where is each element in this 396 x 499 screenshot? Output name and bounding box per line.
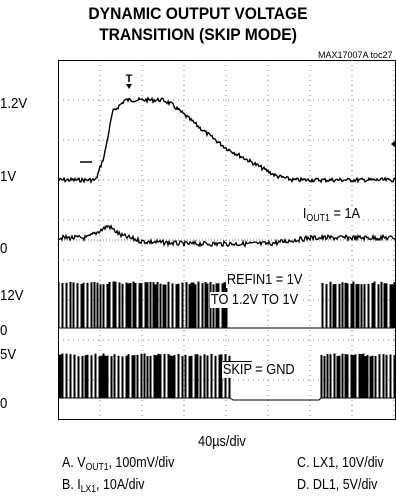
scope-plot-area: T	[58, 60, 396, 420]
trace-c-lx1	[58, 281, 396, 329]
annotation-refin-line2: TO 1.2V TO 1V	[210, 292, 300, 308]
trace-d-dl1	[58, 353, 396, 401]
right-arrow-icon	[391, 140, 396, 148]
scope-svg: T	[58, 60, 396, 420]
x-axis-timebase: 40µs/div	[198, 434, 246, 450]
ytick-label-3: 0	[0, 240, 8, 257]
ytick-label-7: 0	[0, 395, 8, 412]
ytick-label-4: 12V	[0, 287, 24, 304]
trace-b-ilx1	[58, 223, 396, 248]
ytick-label-5: 0	[0, 322, 8, 339]
marker-layer: T	[80, 73, 396, 163]
title-line-1: DYNAMIC OUTPUT VOLTAGE	[88, 4, 308, 23]
legend-d: D. DL1, 5V/div	[297, 477, 378, 493]
trigger-marker-text: T	[126, 73, 133, 85]
ytick-label-6: 5V	[0, 346, 17, 363]
legend-b: B. ILX1, 10A/div	[62, 477, 145, 495]
legend-c: C. LX1, 10V/div	[297, 455, 384, 471]
figure-id: MAX17007A toc27	[318, 50, 393, 60]
trace-a-vout1	[58, 96, 396, 184]
legend-a: A. VOUT1, 100mV/div	[62, 455, 175, 473]
ytick-label-1: 1.2V	[0, 95, 28, 112]
title-line-2: TRANSITION (SKIP MODE)	[99, 25, 297, 44]
annotation-skip: SKIP = GND	[222, 362, 296, 378]
annotation-iout: IOUT1 = 1A	[302, 206, 361, 224]
trigger-marker-icon	[126, 84, 132, 89]
chart-title: DYNAMIC OUTPUT VOLTAGE TRANSITION (SKIP …	[16, 3, 380, 45]
annotation-refin-line1: REFIN1 = 1V	[226, 272, 304, 288]
ytick-label-2: 1V	[0, 168, 17, 185]
traces	[58, 96, 396, 401]
